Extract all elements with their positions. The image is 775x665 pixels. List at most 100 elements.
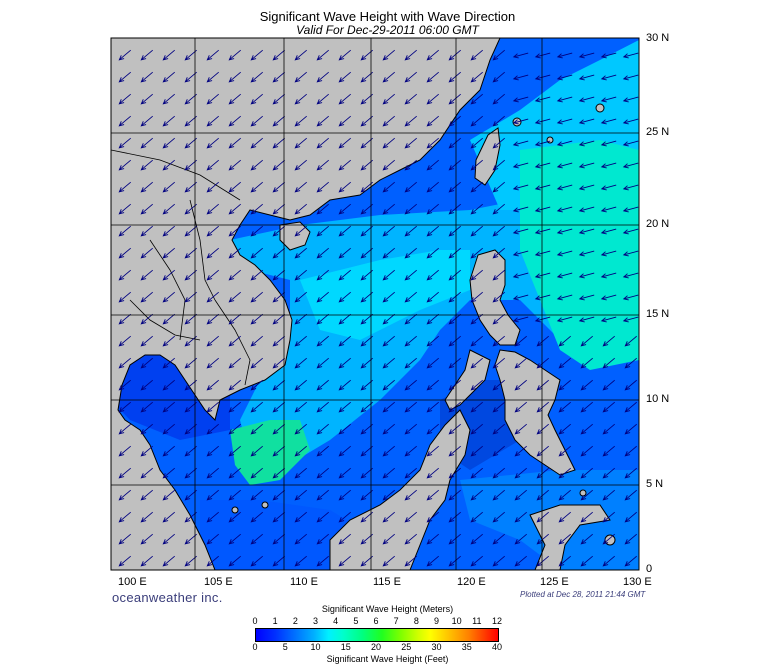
wave-arrow (404, 93, 417, 105)
wave-arrow (228, 335, 241, 347)
wave-arrow (426, 93, 439, 105)
island-small (579, 489, 587, 497)
wave-arrow (448, 181, 461, 193)
wave-arrow (602, 489, 615, 501)
wave-arrow (118, 247, 131, 259)
wave-arrow (578, 316, 595, 323)
wave-arrow (206, 511, 219, 523)
wave-arrow (404, 247, 417, 259)
wave-arrow (600, 228, 617, 235)
wave-arrow (272, 291, 285, 303)
wave-arrow (206, 181, 219, 193)
wave-arrow (294, 423, 307, 435)
wave-arrow (624, 423, 637, 435)
wave-arrow (338, 269, 351, 281)
wave-arrow (338, 291, 351, 303)
legend-tick-meters: 1 (272, 616, 278, 626)
wave-arrow (162, 555, 175, 567)
wave-arrow (162, 423, 175, 435)
wave-arrow (206, 555, 219, 567)
wave-arrow (534, 118, 551, 125)
wave-arrow (338, 467, 351, 479)
wave-arrow (162, 445, 175, 457)
wave-arrow (140, 225, 153, 237)
wave-arrow (492, 555, 505, 567)
wave-arrow (558, 533, 571, 545)
wave-arrow (338, 115, 351, 127)
wave-arrow (272, 137, 285, 149)
wave-arrow (272, 71, 285, 83)
wave-arrow (250, 71, 263, 83)
wave-arrow (512, 74, 529, 81)
wave-arrow (514, 533, 527, 545)
wave-arrow (272, 181, 285, 193)
wave-arrow (558, 357, 571, 369)
wave-arrow (338, 159, 351, 171)
wave-arrow (228, 71, 241, 83)
wave-arrow (534, 96, 551, 103)
lon-label: 100 E (118, 576, 147, 588)
wave-arrow (140, 247, 153, 259)
wave-arrow (600, 184, 617, 191)
wave-arrow (536, 401, 549, 413)
wave-arrow (118, 49, 131, 61)
wave-arrow (294, 71, 307, 83)
wave-arrow (382, 555, 395, 567)
wave-arrow (316, 291, 329, 303)
wave-arrow (426, 445, 439, 457)
wave-arrow (448, 225, 461, 237)
wave-arrow (448, 489, 461, 501)
wave-arrow (338, 423, 351, 435)
wave-arrow (512, 118, 529, 125)
wave-arrow (118, 137, 131, 149)
wave-arrow (382, 489, 395, 501)
wave-arrow (316, 533, 329, 545)
wave-arrow (162, 71, 175, 83)
wave-arrow (162, 159, 175, 171)
wave-arrow (448, 533, 461, 545)
wave-arrow (294, 401, 307, 413)
wave-arrow (534, 250, 551, 257)
wave-arrow (228, 203, 241, 215)
wave-arrow (338, 335, 351, 347)
wave-arrow (426, 137, 439, 149)
island-small (261, 501, 269, 509)
wave-arrow (492, 181, 505, 193)
wave-arrow (294, 555, 307, 567)
wave-arrow (534, 52, 551, 59)
wave-arrow (536, 335, 549, 347)
wave-arrow (272, 379, 285, 391)
lat-label: 10 N (646, 393, 670, 405)
wave-arrow (404, 115, 417, 127)
wave-arrow (316, 335, 329, 347)
wave-arrow (294, 335, 307, 347)
legend-tick-meters: 2 (292, 616, 298, 626)
wave-arrow (492, 489, 505, 501)
wave-arrow (338, 555, 351, 567)
wave-arrow (470, 115, 483, 127)
wave-arrow (316, 203, 329, 215)
wave-arrow (536, 379, 549, 391)
wave-arrow (250, 335, 263, 347)
wave-arrow (162, 49, 175, 61)
wave-arrow (556, 96, 573, 103)
wave-arrow (294, 225, 307, 237)
wave-arrow (448, 247, 461, 259)
wave-height-colorbar (255, 628, 499, 642)
wave-arrow (558, 445, 571, 457)
wave-arrow (470, 511, 483, 523)
wave-arrow (162, 489, 175, 501)
wave-arrow (294, 203, 307, 215)
wave-arrow (118, 115, 131, 127)
wave-arrow (602, 511, 615, 523)
wave-arrow (622, 140, 639, 147)
wave-arrow (600, 118, 617, 125)
wave-arrow (228, 181, 241, 193)
wave-arrow (558, 511, 571, 523)
wave-arrow (578, 228, 595, 235)
wave-arrow (448, 115, 461, 127)
wave-arrow (294, 379, 307, 391)
wave-arrow (294, 93, 307, 105)
wave-arrow (624, 401, 637, 413)
wave-arrow (580, 423, 593, 435)
